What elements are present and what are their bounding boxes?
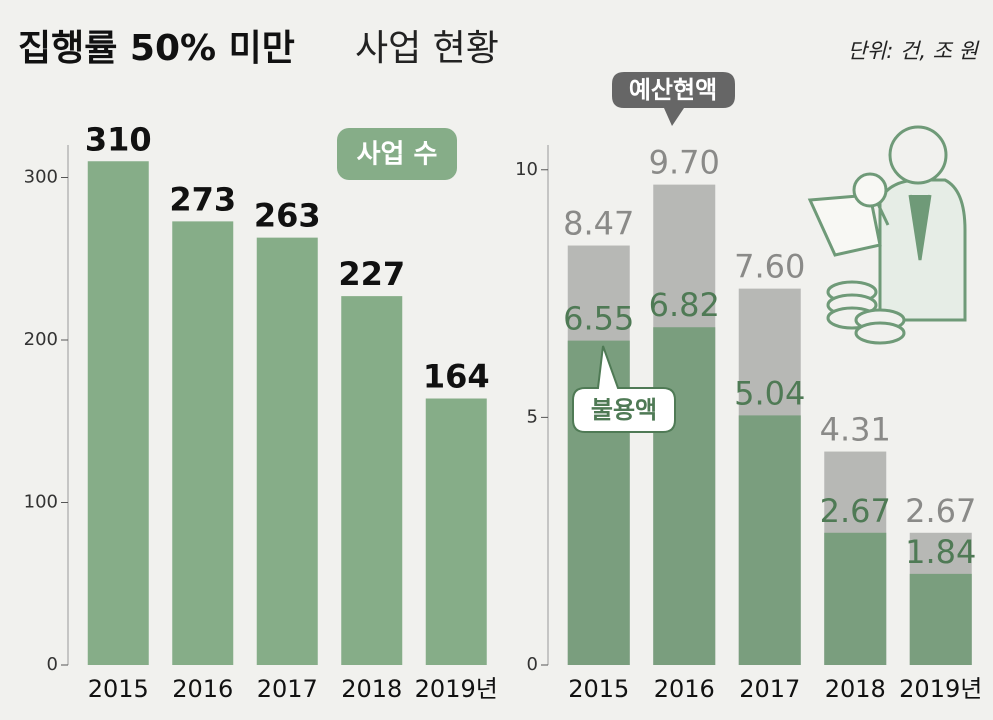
title-main: 집행률 50% 미만 — [18, 28, 295, 69]
bar — [425, 398, 487, 665]
bar — [341, 296, 403, 665]
series-label: 예산현액 — [629, 76, 717, 104]
x-tick-label: 2016 — [654, 675, 715, 703]
y-tick-label: 0 — [47, 654, 58, 675]
y-tick-label: 200 — [24, 329, 58, 350]
bar — [87, 161, 149, 665]
legend-badge — [337, 128, 457, 180]
legend-label: 사업 수 — [357, 140, 438, 170]
bar — [653, 327, 716, 665]
value-label: 6.55 — [563, 300, 634, 338]
x-tick-label: 2019년 — [899, 675, 982, 703]
value-label: 4.31 — [820, 411, 891, 449]
x-tick-label: 2016 — [172, 675, 233, 703]
value-label: 6.82 — [649, 286, 720, 324]
unit: 단위: 건, 조 원 — [848, 39, 980, 63]
title-rest: 사업 현황 — [355, 28, 499, 69]
chart-left: 0 100 200 300 2015 2016 2017 2018 2019년 310 273 263… — [24, 120, 498, 703]
y-tick-label: 300 — [24, 167, 58, 188]
x-tick-label: 2015 — [88, 675, 149, 703]
illustration — [807, 125, 967, 345]
series-label: 불용액 — [591, 396, 657, 424]
bar — [172, 221, 234, 665]
value-label: 227 — [338, 255, 405, 293]
value-label: 2.67 — [905, 492, 976, 530]
bar — [909, 573, 972, 665]
x-tick-label: 2017 — [739, 675, 800, 703]
chart-right: 0 5 10 2015 2016 2017 2018 2019년 8.47 9.70 7.60 4.3… — [515, 72, 982, 703]
y-tick-label: 100 — [24, 492, 58, 513]
y-tick-label: 10 — [515, 159, 538, 180]
bar — [824, 532, 887, 665]
value-label: 7.60 — [734, 248, 805, 286]
x-tick-label: 2018 — [341, 675, 402, 703]
x-tick-label: 2018 — [825, 675, 886, 703]
bar — [256, 237, 318, 665]
bar — [738, 415, 801, 665]
y-tick-label: 0 — [527, 654, 538, 675]
value-label: 8.47 — [563, 205, 634, 243]
x-tick-label: 2019년 — [415, 675, 498, 703]
value-label: 164 — [423, 358, 490, 396]
value-label: 5.04 — [734, 374, 805, 412]
value-label: 9.70 — [649, 144, 720, 182]
x-tick-label: 2017 — [257, 675, 318, 703]
value-label: 273 — [169, 180, 236, 218]
y-tick-label: 5 — [527, 406, 538, 427]
value-label: 263 — [254, 197, 321, 235]
value-label: 310 — [85, 120, 152, 158]
value-label: 2.67 — [820, 492, 891, 530]
callout-budget — [612, 72, 735, 126]
callout-unused — [572, 345, 676, 433]
x-tick-label: 2015 — [568, 675, 629, 703]
value-label: 1.84 — [905, 533, 976, 571]
